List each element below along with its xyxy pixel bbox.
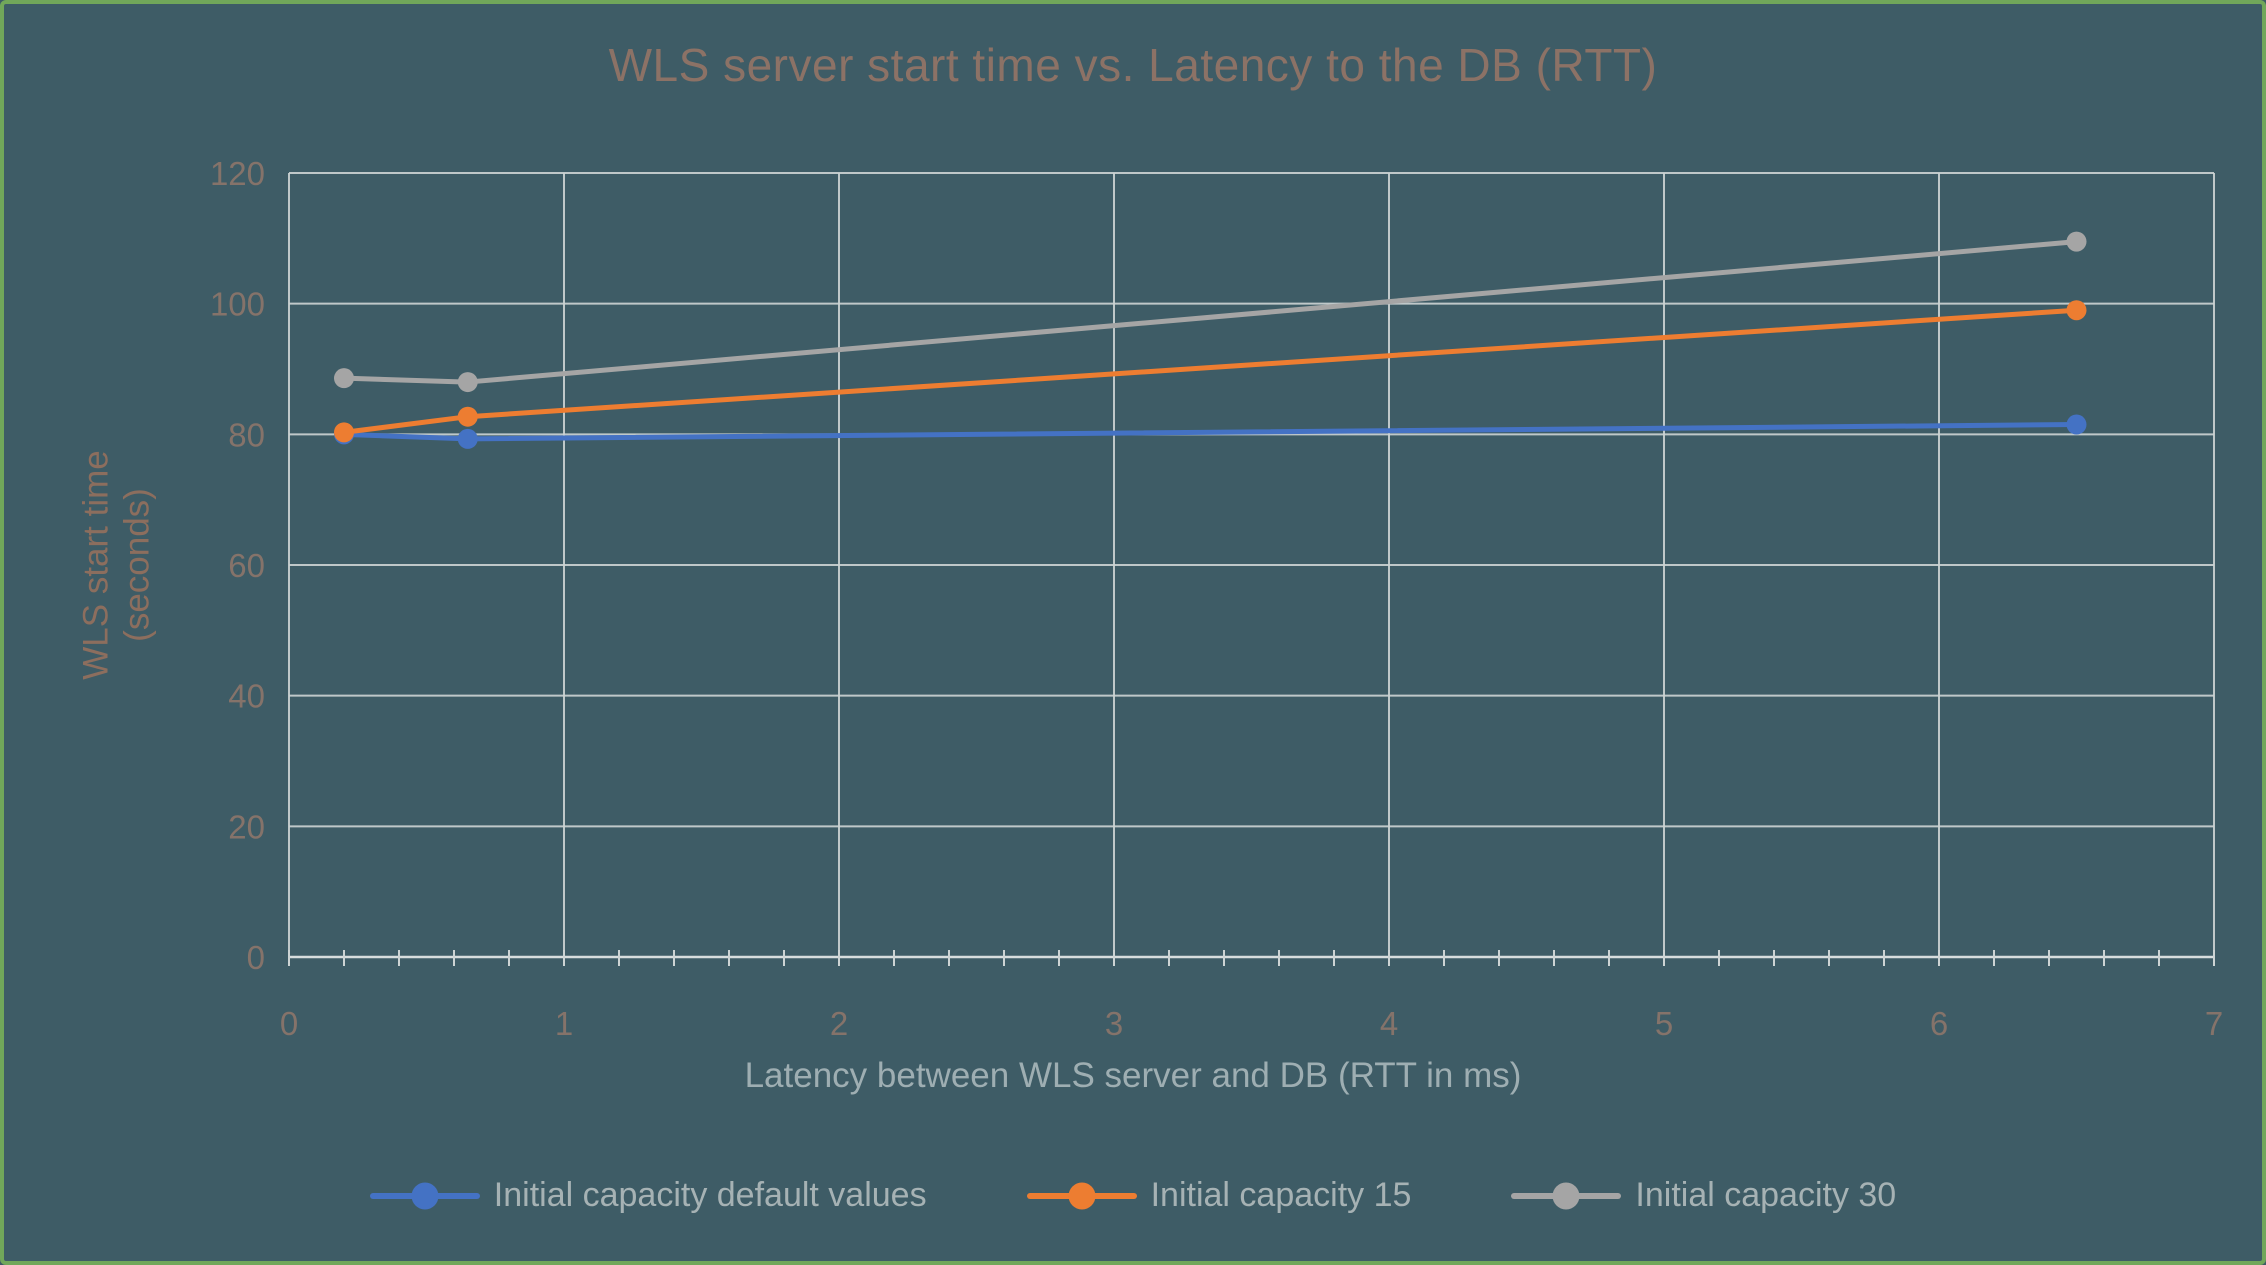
legend-label: Initial capacity default values [493,1176,927,1214]
x-axis-title: Latency between WLS server and DB (RTT i… [744,1056,1522,1095]
legend-marker-line [369,1182,480,1209]
x-tick-label: 5 [1655,1005,1673,1042]
x-tick-label: 3 [1105,1005,1123,1042]
data-point-marker [334,422,354,443]
data-point-marker [2066,231,2087,252]
legend-marker-dot [1068,1182,1096,1209]
y-tick-label: 80 [228,416,265,453]
legend-marker-dot [411,1182,439,1209]
y-tick-label: 100 [210,286,265,323]
legend-item-initial-capacity-15: Initial capacity 15 [1026,1176,1412,1215]
series-line [341,422,2079,442]
data-point-marker [457,428,478,449]
y-tick-label: 40 [228,678,265,715]
chart-title: WLS server start time vs. Latency to the… [608,39,1658,91]
x-tick-label: 4 [1380,1005,1398,1042]
y-tick-label: 0 [247,939,265,976]
x-tick-label: 6 [1930,1005,1948,1042]
data-point-marker [457,372,478,393]
legend-marker-dot [1552,1182,1580,1209]
legend-marker-line [1026,1182,1137,1209]
y-tick-label: 20 [228,808,265,845]
x-tick-label: 1 [555,1005,573,1042]
legend-item-initial-capacity-default: Initial capacity default values [369,1176,927,1215]
plot-area: 0 20 40 60 80 100 120 0 1 2 3 4 5 6 7 [210,155,2223,1042]
data-point-marker [457,406,478,427]
x-tick-label: 2 [830,1005,848,1042]
legend-item-initial-capacity-30: Initial capacity 30 [1511,1176,1896,1215]
data-point-marker [334,368,354,389]
legend-label: Initial capacity 30 [1635,1176,1897,1214]
y-tick-label: 120 [210,155,265,192]
data-point-marker [2066,300,2087,321]
x-tick-label: 0 [280,1005,298,1042]
data-point-marker [2066,414,2087,435]
series-line [341,239,2079,385]
y-tick-label: 60 [228,547,265,584]
legend-label: Initial capacity 15 [1150,1176,1412,1214]
x-tick-label: 7 [2205,1005,2223,1042]
legend: Initial capacity default values Initial … [4,1176,2262,1215]
legend-marker-line [1511,1182,1622,1209]
